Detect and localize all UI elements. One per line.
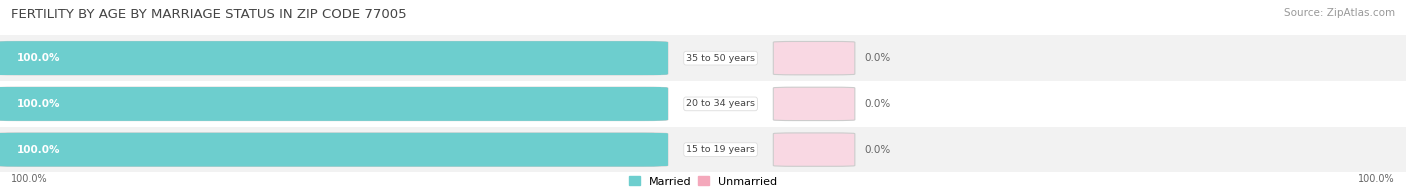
- Bar: [780, 42, 848, 75]
- FancyBboxPatch shape: [0, 87, 668, 121]
- Bar: [780, 133, 848, 166]
- FancyBboxPatch shape: [0, 133, 668, 166]
- Bar: [0, 127, 1406, 172]
- Text: Source: ZipAtlas.com: Source: ZipAtlas.com: [1284, 8, 1395, 18]
- FancyBboxPatch shape: [0, 42, 668, 75]
- Bar: [0, 133, 661, 166]
- FancyBboxPatch shape: [773, 133, 855, 166]
- Text: 100.0%: 100.0%: [1358, 174, 1395, 184]
- Text: FERTILITY BY AGE BY MARRIAGE STATUS IN ZIP CODE 77005: FERTILITY BY AGE BY MARRIAGE STATUS IN Z…: [11, 8, 406, 21]
- Legend: Married, Unmarried: Married, Unmarried: [624, 172, 782, 191]
- Text: 100.0%: 100.0%: [17, 145, 60, 155]
- Bar: [0, 35, 1406, 81]
- FancyBboxPatch shape: [0, 42, 668, 75]
- FancyBboxPatch shape: [0, 42, 668, 75]
- Bar: [0, 42, 661, 75]
- Bar: [0, 87, 661, 120]
- Bar: [0, 87, 661, 120]
- Bar: [0, 42, 661, 75]
- Bar: [0, 133, 661, 166]
- Text: 35 to 50 years: 35 to 50 years: [686, 54, 755, 63]
- FancyBboxPatch shape: [773, 87, 855, 121]
- Text: 100.0%: 100.0%: [17, 99, 60, 109]
- Bar: [0, 81, 1406, 127]
- Text: 0.0%: 0.0%: [865, 145, 891, 155]
- FancyBboxPatch shape: [773, 42, 855, 75]
- Text: 15 to 19 years: 15 to 19 years: [686, 145, 755, 154]
- FancyBboxPatch shape: [0, 133, 668, 166]
- Text: 0.0%: 0.0%: [865, 99, 891, 109]
- Text: 100.0%: 100.0%: [17, 53, 60, 63]
- FancyBboxPatch shape: [0, 87, 668, 121]
- Text: 20 to 34 years: 20 to 34 years: [686, 99, 755, 108]
- Text: 100.0%: 100.0%: [11, 174, 48, 184]
- FancyBboxPatch shape: [0, 87, 668, 121]
- FancyBboxPatch shape: [0, 133, 668, 166]
- Bar: [780, 87, 848, 120]
- Text: 0.0%: 0.0%: [865, 53, 891, 63]
